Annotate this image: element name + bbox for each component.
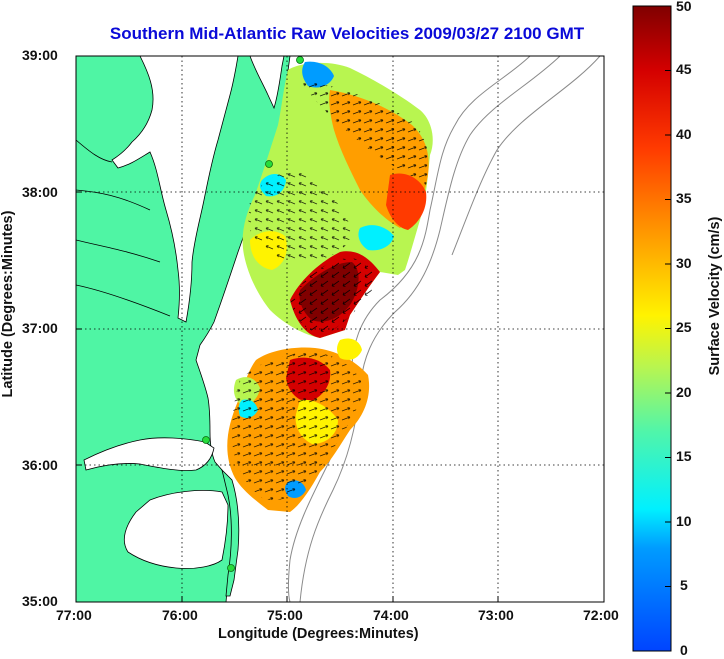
albemarle-sound xyxy=(83,437,215,471)
y-tick-label: 39:00 xyxy=(22,47,58,63)
axis-ticks xyxy=(76,191,499,602)
colorbar-tick-label: 25 xyxy=(676,319,692,335)
colorbar-tick-label: 20 xyxy=(676,384,692,400)
colorbar-tick-label: 40 xyxy=(676,126,692,142)
colorbar-tick-label: 30 xyxy=(676,255,692,271)
colorbar-tick-label: 45 xyxy=(676,61,692,77)
colorbar-ticks xyxy=(665,70,671,587)
grid-lines xyxy=(76,56,604,602)
x-tick-label: 73:00 xyxy=(478,607,514,623)
colorbar-tick-label: 10 xyxy=(676,513,692,529)
y-tick-label: 36:00 xyxy=(22,457,58,473)
x-tick-label: 72:00 xyxy=(583,607,619,623)
station-marker xyxy=(202,436,210,444)
bathymetry-contours xyxy=(288,56,601,602)
station-marker xyxy=(265,160,273,168)
x-tick-label: 76:00 xyxy=(162,607,198,623)
colorbar-tick-label: 15 xyxy=(676,448,692,464)
colorbar-tick-label: 5 xyxy=(680,577,688,593)
chesapeake-bay xyxy=(111,56,239,323)
colorbar-tick-label: 50 xyxy=(676,0,692,14)
y-axis-label: Latitude (Degrees:Minutes) xyxy=(0,210,16,398)
y-tick-label: 35:00 xyxy=(22,593,58,609)
colorbar xyxy=(633,6,671,651)
colorbar-tick-label: 0 xyxy=(680,642,688,658)
pamlico-sound xyxy=(123,490,229,569)
y-tick-label: 37:00 xyxy=(22,320,58,336)
velocity-field xyxy=(227,61,433,512)
x-tick-label: 77:00 xyxy=(56,607,92,623)
x-axis-label: Longitude (Degrees:Minutes) xyxy=(218,626,419,642)
colorbar-label: Surface Velocity (cm/s) xyxy=(707,216,723,376)
y-tick-label: 38:00 xyxy=(22,184,58,200)
radar-stations xyxy=(202,56,304,572)
x-tick-label: 74:00 xyxy=(373,607,409,623)
potomac-river xyxy=(76,139,171,317)
outer-banks xyxy=(221,468,240,597)
map-title: Southern Mid-Atlantic Raw Velocities 200… xyxy=(109,24,585,43)
delaware-bay xyxy=(249,56,285,110)
station-marker xyxy=(296,56,304,64)
x-tick-label: 75:00 xyxy=(267,607,303,623)
station-marker xyxy=(227,564,235,572)
colorbar-tick-label: 35 xyxy=(676,190,692,206)
